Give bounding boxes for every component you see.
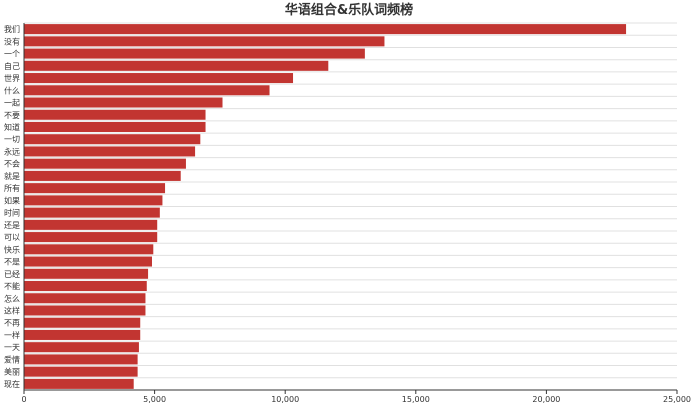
bar bbox=[24, 158, 186, 169]
grid-lines bbox=[24, 22, 677, 391]
category-label: 一个 bbox=[4, 50, 20, 59]
bar bbox=[24, 73, 294, 84]
category-label: 这样 bbox=[4, 305, 20, 315]
bar bbox=[24, 329, 141, 340]
chart-title: 华语组合&乐队词频榜 bbox=[285, 2, 413, 18]
category-label: 怎么 bbox=[4, 293, 20, 303]
bar bbox=[24, 232, 158, 243]
bar bbox=[24, 48, 365, 59]
x-tick-labels: 0 5,000 10,000 15,000 20,000 25,000 bbox=[21, 395, 691, 404]
category-label: 什么 bbox=[4, 85, 20, 95]
category-label: 一切 bbox=[4, 135, 20, 144]
category-label: 就是 bbox=[4, 171, 20, 181]
bar bbox=[24, 109, 206, 120]
bar bbox=[24, 354, 138, 365]
category-label: 可以 bbox=[4, 233, 20, 242]
bar bbox=[24, 97, 223, 108]
bar bbox=[24, 170, 181, 181]
category-label: 不要 bbox=[4, 111, 20, 120]
bar bbox=[24, 121, 206, 132]
bar bbox=[24, 244, 154, 255]
category-label: 世界 bbox=[4, 73, 20, 83]
bar bbox=[24, 195, 163, 206]
category-label: 美丽 bbox=[4, 367, 20, 377]
bar bbox=[24, 317, 141, 328]
category-labels: 我们没有一个自己世界什么一起不要知道一切永远不会就是所有如果时间还是可以快乐不是… bbox=[4, 24, 20, 389]
x-tick-label: 20,000 bbox=[532, 395, 560, 404]
axes bbox=[23, 23, 678, 394]
category-label: 不再 bbox=[4, 319, 20, 328]
category-label: 现在 bbox=[4, 379, 20, 389]
bar bbox=[24, 378, 134, 389]
category-label: 永远 bbox=[4, 146, 20, 156]
category-label: 不会 bbox=[4, 159, 20, 169]
category-label: 知道 bbox=[4, 122, 20, 132]
x-tick-label: 5,000 bbox=[143, 395, 166, 404]
category-label: 我们 bbox=[4, 24, 20, 34]
category-label: 一起 bbox=[4, 99, 20, 108]
category-label: 已经 bbox=[4, 269, 20, 279]
category-label: 没有 bbox=[4, 36, 20, 46]
category-label: 自己 bbox=[4, 61, 20, 71]
bar bbox=[24, 85, 270, 96]
bar bbox=[24, 305, 146, 316]
category-label: 一天 bbox=[4, 343, 20, 352]
x-tick-label: 0 bbox=[21, 395, 26, 404]
bar bbox=[24, 256, 152, 267]
category-label: 一样 bbox=[4, 330, 20, 340]
bar bbox=[24, 146, 196, 157]
category-label: 爱情 bbox=[4, 354, 20, 364]
bar bbox=[24, 24, 627, 35]
category-label: 不能 bbox=[4, 281, 20, 291]
x-tick-label: 10,000 bbox=[271, 395, 299, 404]
bar bbox=[24, 281, 147, 292]
category-label: 快乐 bbox=[4, 244, 20, 254]
bar bbox=[24, 183, 166, 194]
bar bbox=[24, 60, 329, 71]
category-label: 还是 bbox=[4, 220, 20, 230]
bars bbox=[24, 24, 627, 389]
category-label: 如果 bbox=[4, 195, 20, 205]
bar bbox=[24, 207, 160, 218]
bar bbox=[24, 134, 201, 145]
bar bbox=[24, 293, 146, 304]
x-tick-label: 25,000 bbox=[663, 395, 691, 404]
bar bbox=[24, 342, 139, 353]
bar bbox=[24, 268, 149, 279]
bar bbox=[24, 36, 385, 47]
bar bbox=[24, 219, 158, 230]
bar bbox=[24, 366, 138, 377]
x-tick-label: 15,000 bbox=[402, 395, 430, 404]
category-label: 时间 bbox=[4, 208, 20, 218]
category-label: 所有 bbox=[4, 183, 20, 193]
category-label: 不是 bbox=[4, 258, 20, 267]
